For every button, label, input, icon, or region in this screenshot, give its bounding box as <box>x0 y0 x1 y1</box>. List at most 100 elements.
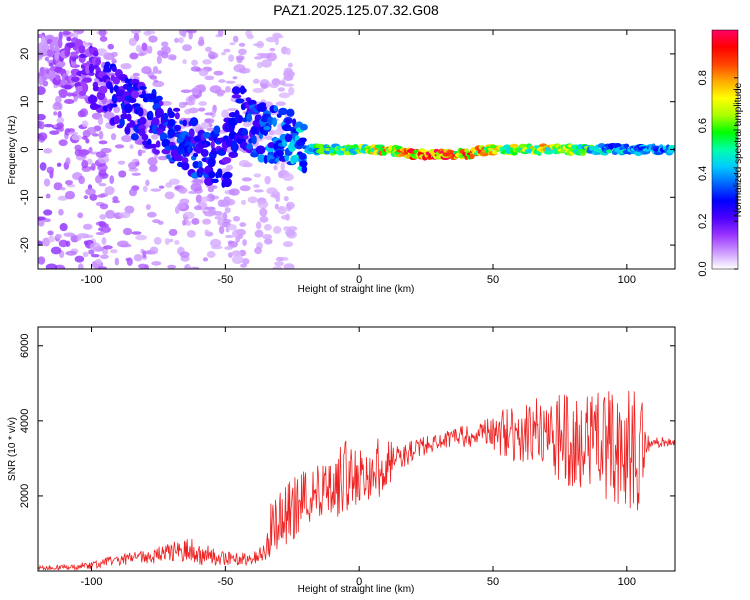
spectrogram-cell <box>148 35 158 43</box>
spectrogram-cell <box>43 41 49 50</box>
spectrogram-cell <box>491 150 498 155</box>
spectrogram-cell <box>139 149 146 154</box>
spectrogram-cell <box>200 149 209 158</box>
spectrogram-cell <box>98 30 107 37</box>
spectrogram-cell <box>250 151 259 158</box>
spectrogram-cell <box>284 133 294 143</box>
spectrogram-cell <box>122 227 133 236</box>
spectrogram-cell <box>57 195 69 201</box>
spectrogram-cell <box>160 46 170 52</box>
spectrogram-cell <box>202 59 212 65</box>
spectrogram-cell <box>282 173 294 182</box>
spectrogram-cell <box>252 87 264 93</box>
spectrogram-cell <box>155 140 161 148</box>
spectrogram-cell <box>83 195 89 200</box>
spectrogram-cell <box>181 162 190 171</box>
spectrogram-cell <box>222 177 232 188</box>
spectrogram-cell <box>95 151 107 158</box>
spectrogram-cell <box>146 211 157 218</box>
spectrogram-cell <box>92 50 99 57</box>
spectrogram-cell <box>224 86 231 93</box>
spectrogram-cell <box>48 235 56 243</box>
spectrogram-cell <box>38 33 44 39</box>
spectrogram-cell <box>98 85 108 94</box>
spectrogram-cell <box>66 36 72 42</box>
spectrogram-cell <box>623 143 630 149</box>
spectrogram-cell <box>44 56 50 62</box>
snr-xtick-label: -100 <box>81 576 103 588</box>
spectrogram-cell <box>124 125 131 135</box>
spectrogram-cell <box>273 164 278 171</box>
spectrogram-cell <box>189 266 200 269</box>
spectrogram-cell <box>152 65 159 75</box>
spectrogram-cell <box>104 186 115 196</box>
spectrogram-cell <box>263 135 273 140</box>
spectrogram-cell <box>275 149 284 157</box>
spectrogram-cell <box>241 177 252 182</box>
spectrogram-cell <box>132 72 140 77</box>
spectrogram-cell <box>469 153 475 160</box>
spectrogram-cell <box>210 140 215 150</box>
spectrogram-cell <box>247 196 258 204</box>
spectrogram-cell <box>283 195 289 202</box>
spectrogram-cell <box>223 48 231 53</box>
spectrogram-cell <box>190 66 201 72</box>
spectrogram-cell <box>190 87 201 94</box>
spectrogram-cell <box>203 176 214 187</box>
spectrogram-cell <box>129 120 136 128</box>
spectrogram-cell <box>251 135 257 145</box>
spectrogram-cell <box>81 135 88 140</box>
spectrogram-cell <box>71 76 80 83</box>
spectrogram-cell <box>272 266 283 269</box>
spectrogram-cell <box>179 120 184 125</box>
spectrogram-cell <box>70 234 79 243</box>
spectrogram-cell <box>85 138 90 144</box>
spectrogram-cell <box>55 233 63 239</box>
spectrogram-cell <box>38 113 46 121</box>
spectrogram-cell <box>606 149 613 154</box>
spectrogram-cell <box>117 160 126 165</box>
spectrogram-cell <box>420 149 429 153</box>
spectrogram-cell <box>82 251 89 258</box>
spectrogram-cell <box>126 113 132 122</box>
spectrogram-cell <box>283 241 294 248</box>
spectrogram-cell <box>77 212 84 219</box>
spectrogram-cell <box>197 160 203 170</box>
spectrogram-cell <box>115 89 125 97</box>
spectrogram-cell <box>221 157 232 164</box>
spectrogram-cell <box>137 52 146 57</box>
spectrogram-cell <box>109 85 114 94</box>
spectrogram-cell <box>111 66 118 72</box>
spectrogram-cell <box>187 190 198 194</box>
spectrogram-cell <box>263 154 268 164</box>
spectrogram-cell <box>239 85 246 95</box>
spectrogram-cell <box>150 188 162 192</box>
spectrogram-cell <box>109 175 115 184</box>
spectrogram-cell <box>162 112 169 121</box>
spectrogram-cell <box>164 191 175 200</box>
spectrogram-cell <box>232 76 238 80</box>
chart-title: PAZ1.2025.125.07.32.G08 <box>273 2 439 18</box>
spectrogram-cell <box>147 45 153 54</box>
spectrogram-cell <box>252 78 260 84</box>
spectrogram-cell <box>100 254 109 260</box>
spectrogram-cell <box>188 31 193 40</box>
spectrogram-cell <box>179 251 190 258</box>
spectrogram-cell <box>99 35 108 42</box>
spectrogram-cell <box>97 194 106 198</box>
spectrogram-cell <box>74 144 82 152</box>
spectrogram-cell <box>128 188 137 197</box>
spectrogram-cell <box>58 239 69 248</box>
spectrogram-ylabel: Frequency (Hz) <box>7 116 18 185</box>
spectrogram-ytick-label: -20 <box>19 237 31 253</box>
spectrogram-cell <box>50 246 62 255</box>
spectrogram-cell <box>152 124 159 135</box>
spectrogram-cell <box>240 199 247 205</box>
spectrogram-cell <box>209 54 216 60</box>
spectrogram-cell <box>88 63 95 74</box>
spectrogram-cell <box>138 263 148 269</box>
spectrogram-cell <box>58 102 63 111</box>
spectrogram-cell <box>509 143 519 148</box>
spectrogram-cell <box>151 261 162 266</box>
